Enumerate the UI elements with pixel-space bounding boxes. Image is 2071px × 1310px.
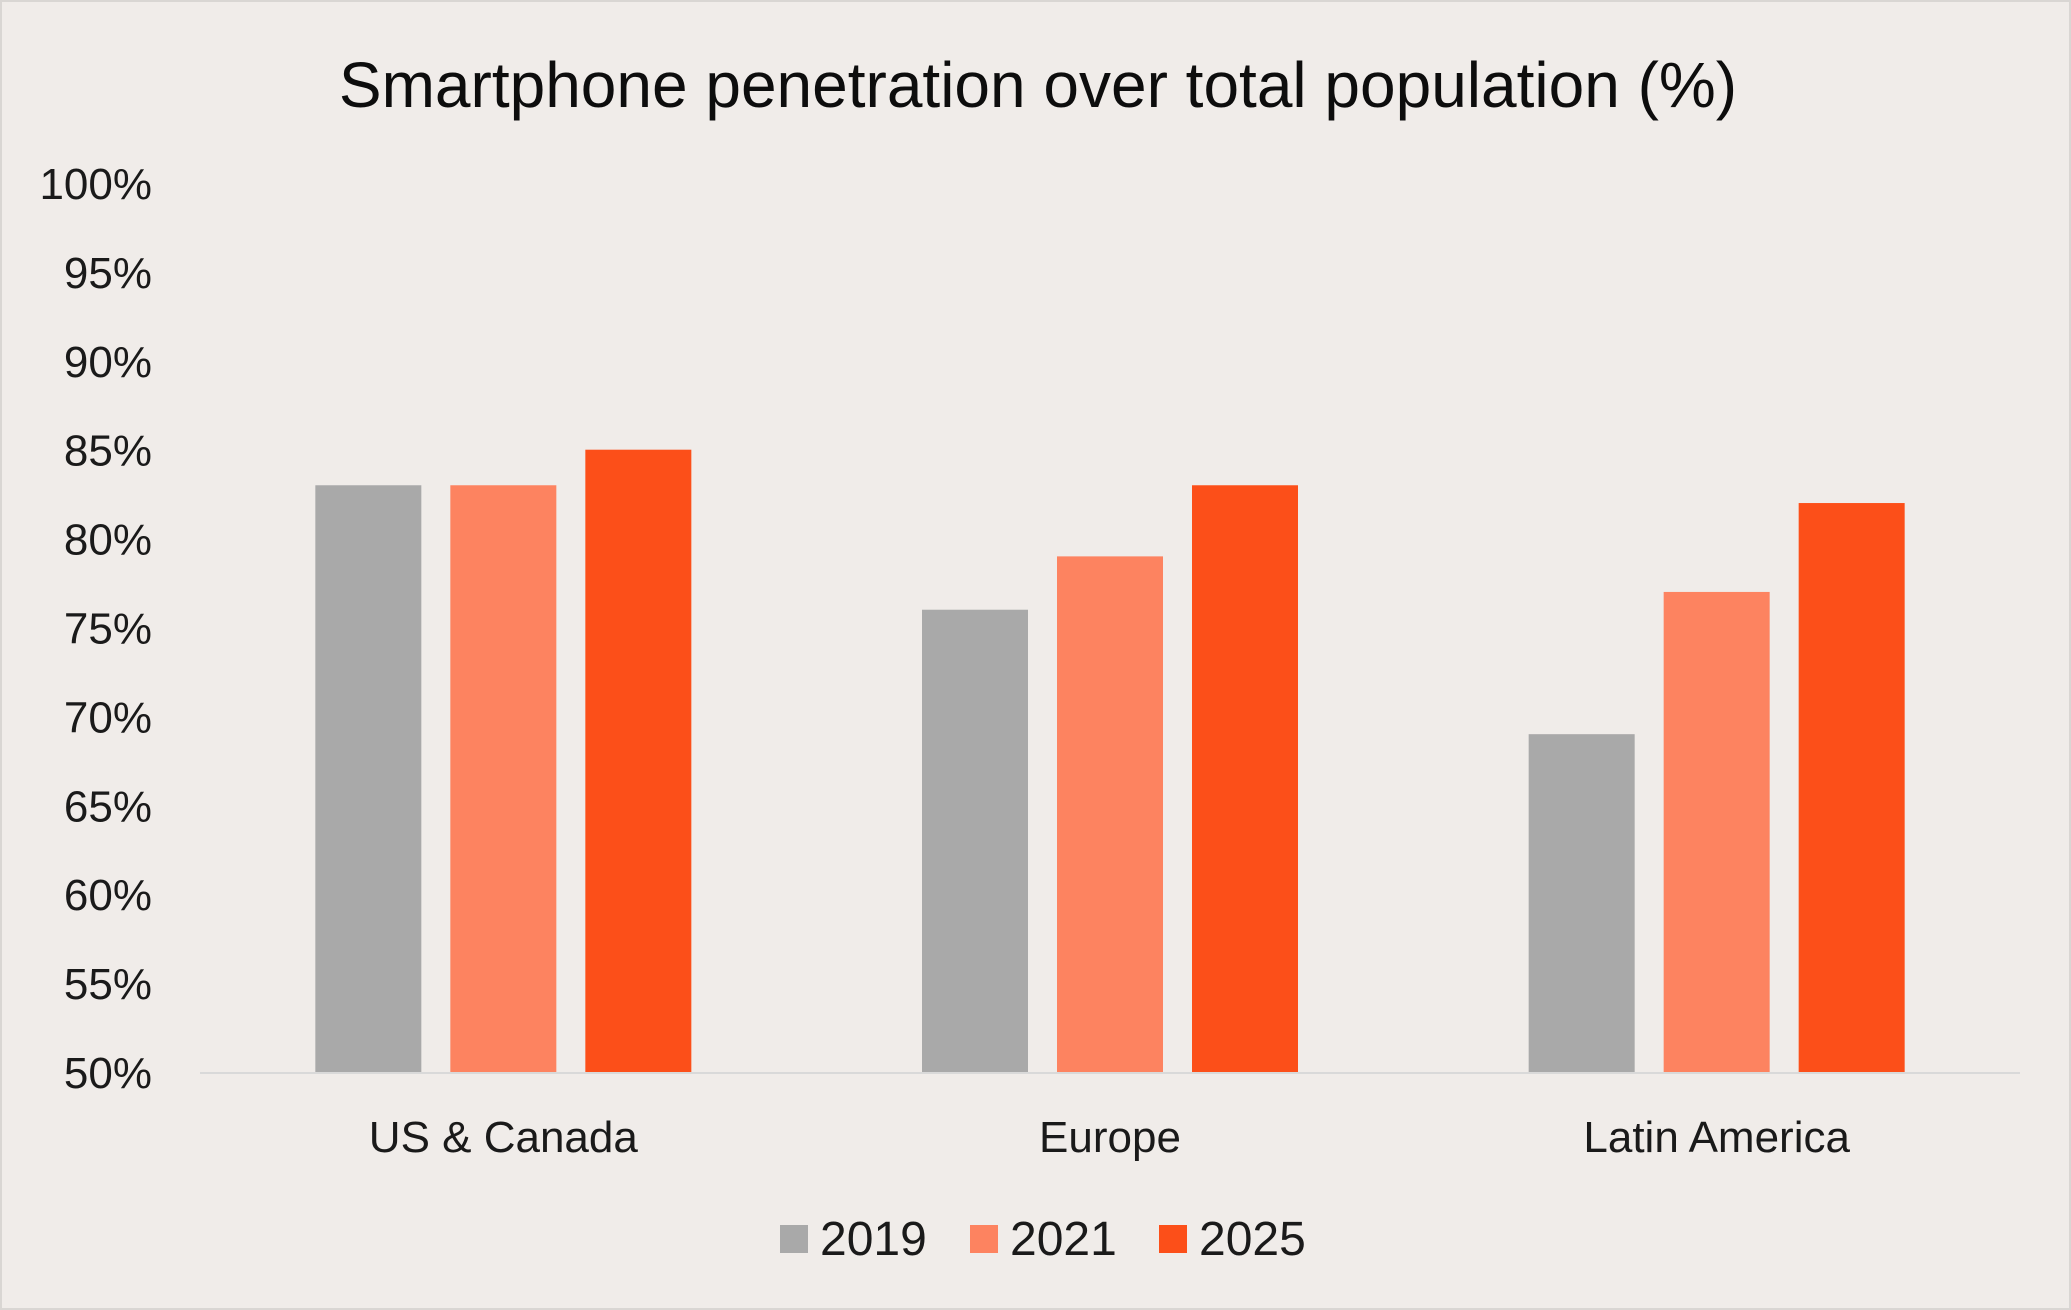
legend-label: 2025 (1199, 1213, 1306, 1266)
y-tick-label: 65% (64, 782, 152, 831)
legend-swatch-2025 (1159, 1225, 1187, 1253)
legend: 2019 2021 2025 (780, 1213, 1306, 1266)
bar-2019 (1528, 734, 1635, 1072)
x-category-label: US & Canada (369, 1113, 639, 1162)
bar-2021 (1663, 591, 1770, 1072)
bar-series-group (315, 449, 1905, 1072)
chart-title: Smartphone penetration over total popula… (339, 49, 1737, 121)
legend-swatch-2021 (970, 1225, 998, 1253)
y-tick-label: 50% (64, 1049, 152, 1098)
y-tick-label: 80% (64, 516, 152, 565)
x-axis-category-labels: US & Canada Europe Latin America (369, 1113, 1851, 1162)
x-category-label: Europe (1039, 1113, 1181, 1162)
legend-label: 2019 (820, 1213, 927, 1266)
legend-swatch-2019 (780, 1225, 808, 1253)
y-tick-label: 90% (64, 338, 152, 387)
y-tick-label: 75% (64, 605, 152, 654)
bar-2025 (1798, 503, 1905, 1072)
bar-2021 (1057, 556, 1163, 1072)
legend-label: 2021 (1010, 1213, 1117, 1266)
y-tick-label: 60% (64, 871, 152, 920)
bar-2025 (585, 449, 692, 1072)
y-axis-tick-labels: 50% 55% 60% 65% 70% 75% 80% 85% 90% 95% 100% (39, 160, 152, 1098)
y-tick-label: 100% (39, 160, 152, 209)
y-tick-label: 95% (64, 249, 152, 298)
y-tick-label: 55% (64, 960, 152, 1009)
bar-2025 (1192, 485, 1298, 1072)
bar-2019 (315, 485, 422, 1072)
y-tick-label: 70% (64, 693, 152, 742)
y-tick-label: 85% (64, 427, 152, 476)
bar-2019 (922, 609, 1028, 1072)
x-category-label: Latin America (1583, 1113, 1850, 1162)
bar-2021 (450, 485, 557, 1072)
